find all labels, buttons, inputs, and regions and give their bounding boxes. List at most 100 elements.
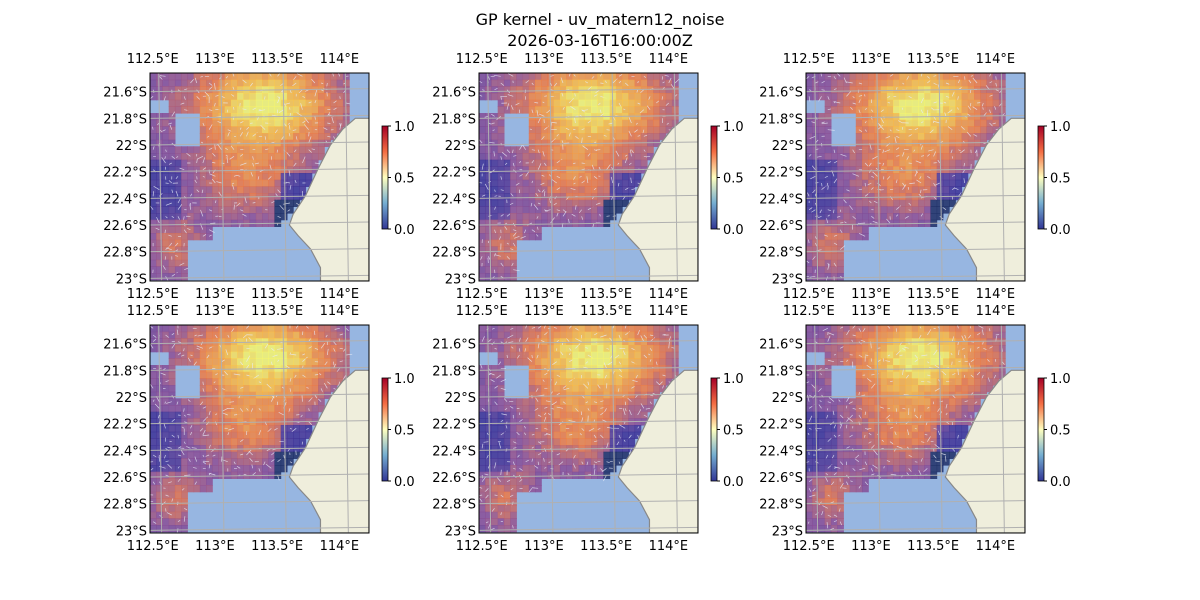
field-cell xyxy=(615,351,623,359)
field-cell xyxy=(880,119,888,127)
vector-arrow xyxy=(587,153,591,157)
vector-arrow xyxy=(537,117,542,124)
field-cell xyxy=(181,273,188,281)
field-cell xyxy=(212,86,219,94)
field-cell xyxy=(634,73,642,81)
field-cell xyxy=(862,153,869,161)
field-cell xyxy=(824,133,832,141)
field-cell xyxy=(479,331,486,339)
field-cell xyxy=(187,159,195,167)
field-cell xyxy=(824,253,832,261)
field-cell xyxy=(193,358,201,366)
field-cell xyxy=(249,106,257,114)
field-cell xyxy=(156,525,163,533)
field-cell xyxy=(255,358,263,366)
vector-arrow xyxy=(208,124,213,130)
vector-arrow xyxy=(479,80,483,84)
field-cell xyxy=(566,371,573,379)
field-cell xyxy=(224,166,232,174)
colorbar-gradient xyxy=(710,125,718,230)
field-cell xyxy=(305,425,313,433)
field-cell xyxy=(150,505,157,513)
field-cell xyxy=(286,351,294,359)
field-cell xyxy=(280,425,288,433)
vector-arrow xyxy=(289,377,292,382)
vector-arrow xyxy=(808,89,812,91)
lon-tick-label-top: 112.5°E xyxy=(783,52,835,67)
field-cell xyxy=(640,99,648,107)
field-cell xyxy=(547,345,555,353)
field-cell xyxy=(628,159,636,167)
vector-arrow xyxy=(542,379,545,382)
vector-arrow xyxy=(302,353,306,356)
vector-arrow xyxy=(640,335,645,342)
field-cell xyxy=(318,391,325,399)
field-cell xyxy=(609,173,617,181)
field-cell xyxy=(230,365,238,373)
field-cell xyxy=(485,338,492,346)
field-cell xyxy=(584,153,592,161)
vector-arrow xyxy=(246,131,249,137)
field-cell xyxy=(830,266,838,274)
vector-arrow xyxy=(593,401,598,404)
gridline-lat xyxy=(806,221,1025,226)
field-cell xyxy=(305,173,313,181)
vector-arrow xyxy=(545,400,551,403)
field-cell xyxy=(647,106,654,114)
field-cell xyxy=(162,139,170,147)
field-cell xyxy=(193,159,201,167)
vector-arrow xyxy=(225,154,228,157)
vector-arrow xyxy=(152,481,156,485)
field-cell xyxy=(199,126,207,134)
field-cell xyxy=(491,233,499,241)
field-cell xyxy=(653,365,660,373)
field-cell xyxy=(992,93,1000,101)
field-cell xyxy=(497,206,505,214)
vector-arrow xyxy=(531,82,534,86)
field-cell xyxy=(330,73,338,81)
field-cell xyxy=(516,179,524,187)
lon-tick-label-bottom: 112.5°E xyxy=(783,287,835,302)
field-cell xyxy=(603,411,611,419)
field-cell xyxy=(628,133,636,141)
field-cell xyxy=(528,133,536,141)
vector-arrow xyxy=(326,348,329,356)
field-cell xyxy=(622,358,629,366)
vector-arrow xyxy=(246,355,251,362)
field-cell xyxy=(497,166,505,174)
field-cell xyxy=(622,425,629,433)
vector-arrow xyxy=(289,184,292,190)
vector-arrow xyxy=(603,135,607,137)
field-cell xyxy=(193,179,201,187)
field-cell xyxy=(199,73,207,81)
colorbar-tick-label: 1.0 xyxy=(394,372,415,387)
field-cell xyxy=(924,119,931,127)
field-cell xyxy=(237,73,244,81)
vector-arrow xyxy=(809,275,816,278)
vector-arrow xyxy=(966,131,972,137)
vector-arrow xyxy=(808,239,810,244)
field-cell xyxy=(156,253,163,261)
field-cell xyxy=(818,226,826,234)
vector-arrow xyxy=(240,453,244,456)
field-cell xyxy=(547,338,555,346)
colorbar: 0.00.51.0 xyxy=(1037,120,1071,238)
vector-arrow xyxy=(900,167,903,170)
field-cell xyxy=(156,79,163,87)
field-cell xyxy=(324,385,331,393)
field-cell xyxy=(479,206,486,214)
field-cell xyxy=(572,73,580,81)
gridline-lon xyxy=(158,73,163,281)
field-cell xyxy=(311,153,319,161)
lat-tick-label: 23°S xyxy=(116,524,147,539)
field-cell xyxy=(274,73,282,81)
field-cell xyxy=(497,438,505,446)
field-cell xyxy=(249,451,257,459)
field-cell xyxy=(485,246,492,254)
field-cell xyxy=(479,219,486,227)
field-cell xyxy=(886,206,894,214)
map-panel-5: 112.5°E112.5°E113°E113°E113.5°E113.5°E11… xyxy=(432,304,743,554)
field-cell xyxy=(806,73,813,81)
vector-arrow xyxy=(943,101,947,104)
gridline-lat xyxy=(150,420,369,425)
